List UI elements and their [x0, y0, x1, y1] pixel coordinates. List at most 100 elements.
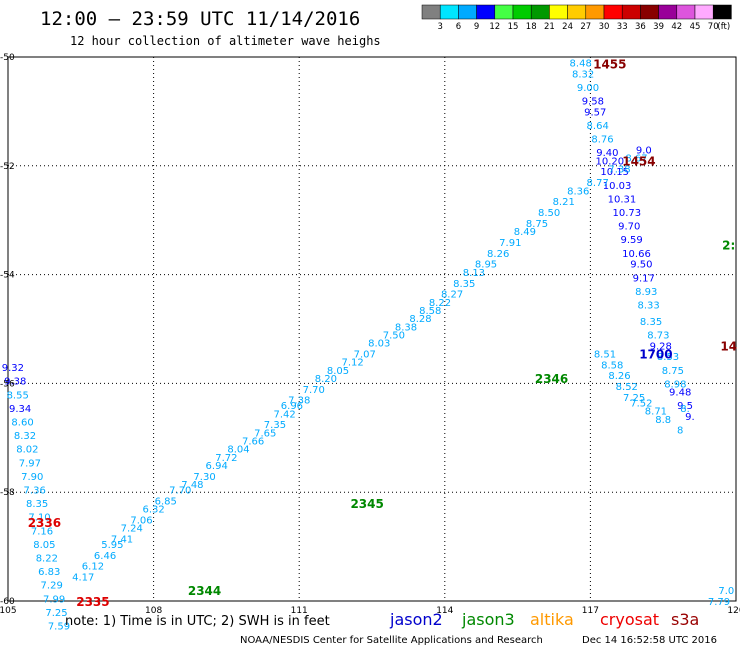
swh-value: 6.83 [38, 567, 60, 578]
color-scale-swatch [640, 4, 659, 20]
swh-value: 8.75 [526, 219, 548, 230]
color-scale-swatch [621, 4, 641, 20]
y-tick-label: -50 [0, 53, 15, 63]
swh-value: 7.06 [130, 515, 152, 526]
track-2335-2336: 9.32 9.38 8.55 9.34 8.60 8.32 8.02 7.97 7.90 7.36… [2, 363, 70, 632]
color-scale-value: 70 [708, 22, 719, 32]
data-points: 8.488.329.009.589.578.648.769.4010.2010.… [2, 58, 735, 632]
pass-time-label: 2336 [28, 516, 61, 530]
swh-value: 8.48 [570, 58, 592, 69]
pass-time-label: 1454 [622, 154, 655, 168]
swh-value: 6.96 [281, 401, 303, 412]
track-2344-2346: 4.176.126.465.957.417.247.066.326.857.70… [72, 145, 652, 583]
swh-value: 7.12 [341, 358, 363, 369]
swh-value: 8.55 [7, 390, 29, 401]
color-scale-value: 6 [456, 22, 461, 32]
swh-value: 8.58 [601, 360, 623, 371]
swh-value: 8. [680, 404, 690, 415]
swh-value: 8.20 [315, 374, 337, 385]
swh-value: 8.02 [16, 445, 38, 456]
swh-value: 7.90 [21, 472, 43, 483]
swh-value: 9.59 [621, 235, 643, 246]
footer-credit: NOAA/NESDIS Center for Satellite Applica… [240, 635, 543, 646]
pass-time-label: 2335 [76, 595, 109, 609]
swh-value: 7.41 [111, 534, 133, 545]
color-scale-value: 42 [671, 22, 682, 32]
color-scale-swatch [439, 4, 459, 20]
swh-value: 8.38 [395, 322, 417, 333]
pass-time-label: 2: [722, 239, 735, 253]
color-scale-value: 3 [437, 22, 442, 32]
legend-jason2: jason2 [389, 610, 443, 629]
color-scale-swatch [676, 4, 696, 20]
swh-value: 8.05 [33, 540, 55, 551]
swh-value: 8.64 [587, 121, 609, 132]
swh-value: 7.91 [499, 238, 521, 249]
swh-value: 7.50 [383, 330, 405, 341]
swh-value: 8.26 [487, 249, 509, 260]
swh-value: 7.48 [181, 480, 203, 491]
swh-value: 7.36 [24, 485, 46, 496]
swh-value: 9.5 [677, 401, 693, 412]
y-tick-label: -60 [0, 597, 15, 607]
swh-value: 9.57 [584, 107, 606, 118]
color-scale-swatch [712, 4, 732, 20]
swh-value: 7.25 [45, 608, 67, 619]
swh-value: 8.73 [647, 330, 669, 341]
swh-value: 10.31 [608, 194, 637, 205]
track-1454-1455: 8.488.329.009.589.578.648.769.4010.2010.… [570, 58, 695, 423]
color-scale-swatch [421, 4, 441, 20]
color-scale-swatch [658, 4, 678, 20]
legend-s3a: s3a [671, 610, 699, 629]
swh-value: 8.50 [538, 208, 560, 219]
swh-value: 7.38 [608, 165, 630, 176]
swh-value: 9.0 [636, 145, 652, 156]
swh-value: 9.32 [2, 363, 24, 374]
track-1700: 8.518.588.268.527.257.528.718.8 8 [594, 349, 684, 436]
swh-value: 6.46 [94, 551, 116, 562]
color-scale-legend: 3 6 9 12 15 18 21 24 27 30 33 36 39 42 45 70(ft) [421, 4, 732, 32]
footer-timestamp: Dec 14 16:52:58 UTC 2016 [582, 635, 717, 646]
swh-value: 8.51 [594, 349, 616, 360]
swh-value: 9. [685, 412, 695, 423]
color-scale-swatch [476, 4, 496, 20]
swh-value: 7.0 [718, 586, 734, 597]
swh-value: 7.42 [274, 409, 296, 420]
swh-value: 4.17 [72, 573, 94, 584]
swh-value: 6.94 [206, 461, 228, 472]
swh-value: 7.65 [254, 428, 276, 439]
swh-value: 8.75 [662, 366, 684, 377]
swh-value: 8.05 [327, 366, 349, 377]
color-scale-swatch [530, 4, 550, 20]
x-tick-label: 111 [291, 606, 308, 616]
swh-value: 8.53 [657, 352, 679, 363]
grid-lines [8, 57, 736, 601]
color-scale-value: 30 [599, 22, 610, 32]
swh-value: 8.26 [608, 371, 630, 382]
swh-value: 8.21 [553, 197, 575, 208]
page-subtitle: 12 hour collection of altimeter wave hei… [70, 34, 381, 48]
swh-value: 8.58 [419, 306, 441, 317]
swh-value: 9.34 [9, 404, 31, 415]
swh-value: 9.50 [630, 260, 652, 271]
swh-value: 9.58 [582, 97, 604, 108]
color-scale-swatch [603, 4, 623, 20]
track-edge: 7.07.79 [708, 586, 734, 608]
swh-value: 7.59 [48, 621, 70, 632]
swh-value: 8.22 [36, 553, 58, 564]
legend-jason3: jason3 [461, 610, 515, 629]
swh-value: 6.12 [82, 562, 104, 573]
swh-value: 8.36 [567, 186, 589, 197]
x-tick-label: 114 [436, 606, 453, 616]
swh-value: 7.16 [31, 526, 53, 537]
swh-value: 7.35 [264, 420, 286, 431]
swh-value: 9.00 [577, 83, 599, 94]
swh-value: 9.70 [618, 222, 640, 233]
swh-value: 9.40 [596, 148, 618, 159]
swh-value: 8.95 [475, 260, 497, 271]
swh-value: 8.60 [11, 417, 33, 428]
color-scale-swatch [494, 4, 514, 20]
swh-value: 6.32 [142, 505, 164, 516]
swh-value: 8.35 [640, 317, 662, 328]
